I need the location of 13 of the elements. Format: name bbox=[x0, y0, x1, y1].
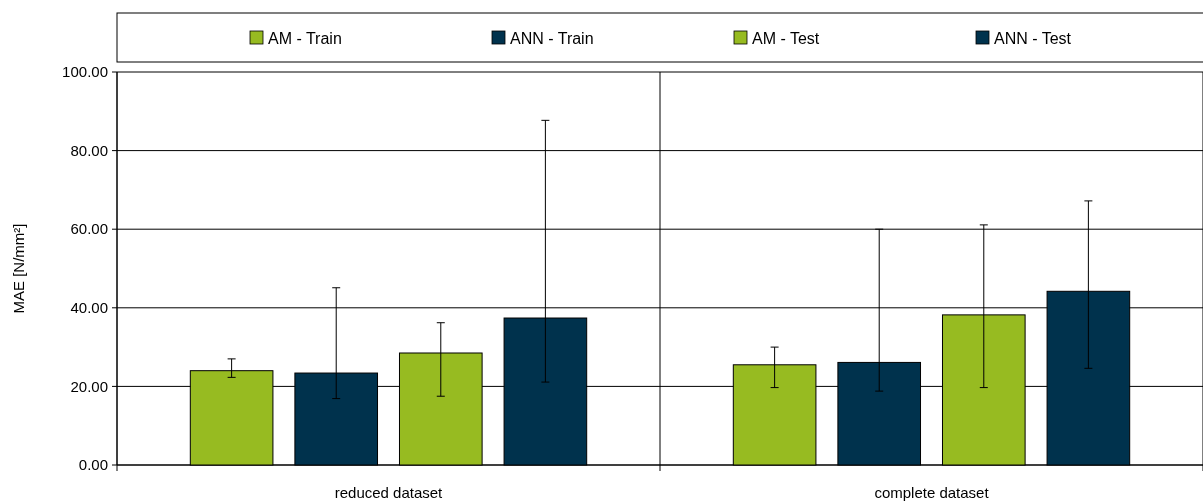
legend-label: AM - Train bbox=[268, 29, 342, 47]
x-tick-label: reduced dataset bbox=[334, 484, 444, 501]
legend-label: AM - Test bbox=[752, 29, 820, 47]
y-tick-label: 100.00 bbox=[62, 63, 108, 81]
y-tick-label: 40.00 bbox=[70, 299, 108, 317]
y-tick-label: 20.00 bbox=[70, 377, 108, 395]
y-axis-title: MAE [N/mm²] bbox=[10, 223, 27, 314]
y-tick-label: 60.00 bbox=[70, 220, 108, 238]
y-tick-label: 80.00 bbox=[70, 141, 108, 159]
x-tick-label: complete dataset bbox=[874, 484, 990, 501]
legend-label: ANN - Test bbox=[994, 29, 1072, 47]
y-tick-label: 0.00 bbox=[78, 456, 108, 474]
legend-label: ANN - Train bbox=[510, 29, 594, 47]
